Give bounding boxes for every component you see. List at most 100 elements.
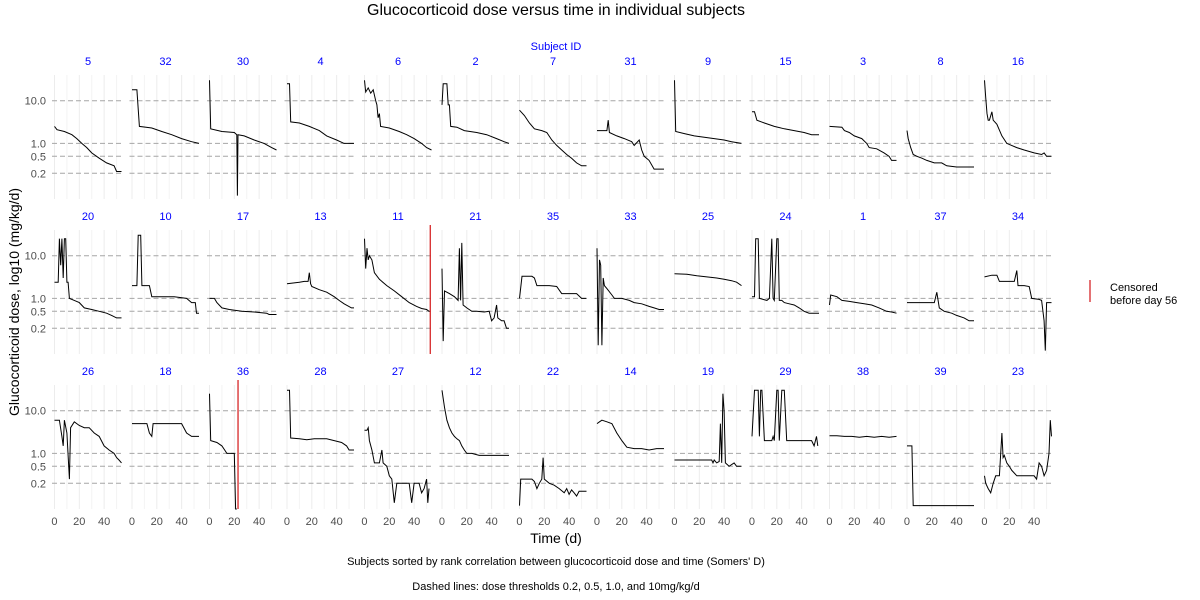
dose-series-line xyxy=(287,83,354,144)
dose-series-line xyxy=(907,445,974,507)
x-tick-label: 0 xyxy=(361,516,367,528)
x-tick-label: 0 xyxy=(671,516,677,528)
subject-id-label: 3 xyxy=(860,56,866,68)
facet-panel-8: 8 xyxy=(904,56,977,199)
x-tick-label: 20 xyxy=(151,516,163,528)
dose-series-line xyxy=(984,420,1052,495)
caption-line-2: Dashed lines: dose thresholds 0.2, 0.5, … xyxy=(412,581,699,593)
subject-id-label: 25 xyxy=(702,211,714,223)
subject-id-label: 26 xyxy=(82,366,94,378)
y-tick-label: 0.2 xyxy=(31,168,46,180)
y-tick-label: 10.0 xyxy=(25,406,46,418)
dose-series-line xyxy=(286,272,354,309)
x-tick-label: 40 xyxy=(176,516,188,528)
dose-series-line xyxy=(54,126,122,172)
dose-series-line xyxy=(519,109,587,167)
subject-id-label: 4 xyxy=(317,56,323,68)
dose-series-line xyxy=(441,83,510,144)
facet-panel-7: 7 xyxy=(517,56,589,199)
x-tick-label: 20 xyxy=(538,516,550,528)
dose-series-line xyxy=(674,80,742,144)
y-tick-label: 1.0 xyxy=(31,138,46,150)
y-tick-label: 10.0 xyxy=(25,251,46,263)
x-tick-label: 40 xyxy=(1028,516,1040,528)
subject-id-label: 34 xyxy=(1012,211,1024,223)
subject-id-label: 9 xyxy=(705,56,711,68)
facet-panel-22: 22 0 20 40 xyxy=(516,366,589,528)
facet-panel-29: 29 0 20 40 xyxy=(749,366,822,528)
x-tick-label: 20 xyxy=(848,516,860,528)
subject-id-label: 19 xyxy=(702,366,714,378)
dose-series-line xyxy=(751,389,819,448)
x-tick-label: 20 xyxy=(306,516,318,528)
dose-series-line xyxy=(132,234,199,314)
y-tick-label: 0.5 xyxy=(31,306,46,318)
x-tick-label: 40 xyxy=(331,516,343,528)
dose-series-line xyxy=(984,270,1052,351)
dose-series-line xyxy=(364,80,432,151)
x-tick-label: 0 xyxy=(206,516,212,528)
subject-id-label: 36 xyxy=(237,366,249,378)
facet-panel-3: 3 xyxy=(827,56,899,199)
facet-panel-2: 2 xyxy=(439,56,512,199)
dose-series-line xyxy=(132,423,199,438)
dose-series-line xyxy=(597,120,664,170)
dose-series-line xyxy=(752,111,819,136)
facet-panel-27: 27 0 20 40 xyxy=(361,366,434,528)
x-tick-label: 20 xyxy=(73,516,85,528)
x-tick-label: 0 xyxy=(981,516,987,528)
x-tick-label: 40 xyxy=(98,516,110,528)
subject-id-label: 37 xyxy=(934,211,946,223)
facet-panel-38: 38 0 20 40 xyxy=(826,366,899,528)
subject-id-label: 29 xyxy=(779,366,791,378)
subject-id-label: 5 xyxy=(85,56,91,68)
x-tick-label: 20 xyxy=(461,516,473,528)
subject-id-label: 16 xyxy=(1012,56,1024,68)
subject-id-label: 22 xyxy=(547,366,559,378)
facet-panel-30: 30 xyxy=(207,56,279,199)
y-tick-label: 0.5 xyxy=(31,461,46,473)
subject-id-label: 17 xyxy=(237,211,249,223)
x-tick-label: 0 xyxy=(284,516,290,528)
dose-series-line xyxy=(287,389,354,451)
x-tick-label: 20 xyxy=(228,516,240,528)
facet-panel-34: 34 xyxy=(982,211,1054,354)
dose-series-line xyxy=(519,457,587,506)
facet-panel-19: 19 0 20 40 xyxy=(671,366,744,528)
facet-panel-35: 35 xyxy=(517,211,589,354)
y-tick-label: 1.0 xyxy=(31,448,46,460)
x-tick-label: 40 xyxy=(951,516,963,528)
facet-panel-25: 25 xyxy=(672,211,744,354)
subject-id-label: 12 xyxy=(469,366,481,378)
dose-series-line xyxy=(54,238,122,319)
dose-series-line xyxy=(209,297,277,315)
y-tick-label: 10.0 xyxy=(25,96,46,108)
x-tick-label: 20 xyxy=(1003,516,1015,528)
legend-label-line-1: Censored xyxy=(1110,282,1158,294)
dose-series-line xyxy=(674,393,742,467)
x-tick-label: 0 xyxy=(826,516,832,528)
facet-panel-11: 11 xyxy=(362,211,434,354)
dose-series-line xyxy=(674,273,742,287)
legend-label-line-2: before day 56 xyxy=(1110,295,1177,307)
subject-id-label: 32 xyxy=(159,56,171,68)
facet-panel-13: 13 xyxy=(284,211,357,354)
dose-series-line xyxy=(596,248,664,346)
facet-panel-28: 28 0 20 40 xyxy=(284,366,357,528)
subject-id-label: 13 xyxy=(314,211,326,223)
subject-id-label: 27 xyxy=(392,366,404,378)
subject-id-label: 30 xyxy=(237,56,249,68)
facet-panel-20: 20 0.2 0.51.0 10.0 xyxy=(25,211,124,354)
x-tick-label: 0 xyxy=(439,516,445,528)
facet-panel-36: 36 0 20 40 xyxy=(206,366,279,528)
subject-id-label: 38 xyxy=(857,366,869,378)
facet-panel-10: 10 xyxy=(129,211,202,354)
facet-panel-15: 15 xyxy=(749,56,822,199)
dose-series-line xyxy=(519,275,587,299)
dose-series-line xyxy=(829,435,897,438)
subject-id-label: 6 xyxy=(395,56,401,68)
subject-id-label: 2 xyxy=(472,56,478,68)
dose-series-line xyxy=(906,130,974,168)
facet-panel-24: 24 xyxy=(749,211,822,354)
